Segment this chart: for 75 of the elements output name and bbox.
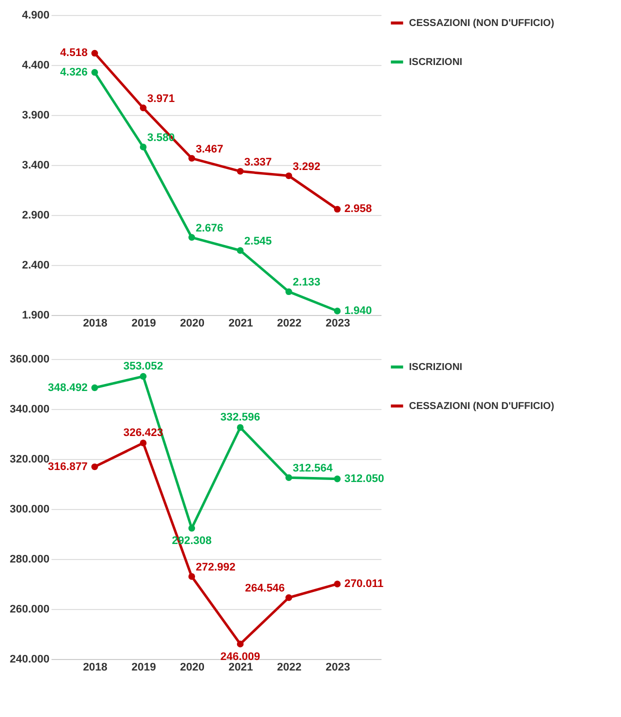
- data-label: 316.877: [48, 460, 88, 473]
- data-label: 246.009: [220, 650, 260, 663]
- data-label: 3.971: [147, 92, 175, 105]
- point: [334, 308, 341, 314]
- y-tick-label: 4.400: [22, 60, 50, 72]
- point: [236, 247, 244, 254]
- x-tick-label: 2022: [277, 662, 302, 674]
- legend-label: ISCRIZIONI: [409, 362, 463, 373]
- y-tick-label: 4.900: [22, 10, 50, 22]
- x-tick-label: 2021: [228, 318, 254, 330]
- data-label: 312.050: [344, 472, 384, 485]
- data-label: 1.940: [344, 305, 372, 317]
- point: [91, 69, 98, 76]
- x-tick-label: 2018: [82, 318, 108, 330]
- point: [140, 144, 147, 150]
- y-tick-label: 320.000: [10, 454, 50, 466]
- data-label: 270.011: [344, 578, 384, 590]
- point: [236, 640, 244, 648]
- point: [188, 573, 196, 580]
- y-tick-label: 3.900: [22, 110, 50, 122]
- point: [285, 594, 292, 601]
- point: [236, 424, 244, 431]
- x-tick-label: 2020: [180, 662, 204, 674]
- data-label: 348.492: [48, 382, 88, 394]
- legend-label: CESSAZIONI (NON D'UFFICIO): [409, 401, 554, 412]
- point: [91, 463, 98, 470]
- point: [334, 580, 341, 588]
- data-label: 264.546: [245, 582, 285, 595]
- y-tick-label: 1.900: [22, 310, 50, 322]
- data-label: 2.676: [196, 222, 224, 234]
- point: [91, 50, 98, 57]
- legend-label: ISCRIZIONI: [409, 57, 463, 68]
- y-tick-label: 260.000: [10, 604, 50, 616]
- x-tick-label: 2019: [131, 318, 156, 330]
- data-label: 3.292: [292, 160, 320, 173]
- point: [285, 172, 292, 180]
- x-tick-label: 2023: [326, 662, 350, 674]
- data-label: 332.596: [220, 412, 260, 424]
- data-label: 4.326: [60, 66, 88, 78]
- y-tick-label: 2.900: [22, 210, 50, 222]
- point: [140, 373, 147, 380]
- point: [140, 104, 147, 112]
- y-tick-label: 360.000: [10, 354, 50, 366]
- legend-label: CESSAZIONI (NON D'UFFICIO): [409, 18, 554, 29]
- point: [188, 234, 196, 241]
- y-tick-label: 300.000: [10, 504, 50, 516]
- point: [285, 474, 292, 481]
- point: [334, 206, 341, 213]
- point: [91, 384, 98, 392]
- data-label: 2.958: [344, 203, 372, 216]
- data-label: 4.518: [60, 47, 88, 60]
- y-tick-label: 3.400: [22, 160, 50, 172]
- x-tick-label: 2021: [228, 662, 254, 674]
- point: [285, 288, 292, 296]
- x-tick-label: 2018: [82, 662, 108, 674]
- data-label: 3.467: [196, 143, 224, 156]
- data-label: 353.052: [123, 360, 164, 372]
- y-tick-label: 280.000: [10, 554, 50, 566]
- point: [334, 476, 341, 482]
- point: [188, 524, 196, 532]
- x-tick-label: 2019: [131, 662, 156, 674]
- point: [236, 168, 244, 175]
- y-tick-label: 2.400: [22, 260, 50, 272]
- y-tick-label: 340.000: [10, 404, 50, 416]
- point: [188, 154, 196, 162]
- data-label: 2.133: [292, 276, 320, 289]
- data-label: 312.564: [292, 462, 334, 475]
- x-tick-label: 2020: [180, 318, 204, 330]
- data-label: 272.992: [196, 562, 236, 574]
- x-tick-label: 2023: [326, 318, 350, 330]
- y-tick-label: 240.000: [10, 654, 50, 666]
- data-label: 2.545: [244, 236, 272, 248]
- point: [140, 440, 147, 446]
- x-tick-label: 2022: [277, 318, 302, 330]
- data-label: 3.337: [244, 156, 272, 168]
